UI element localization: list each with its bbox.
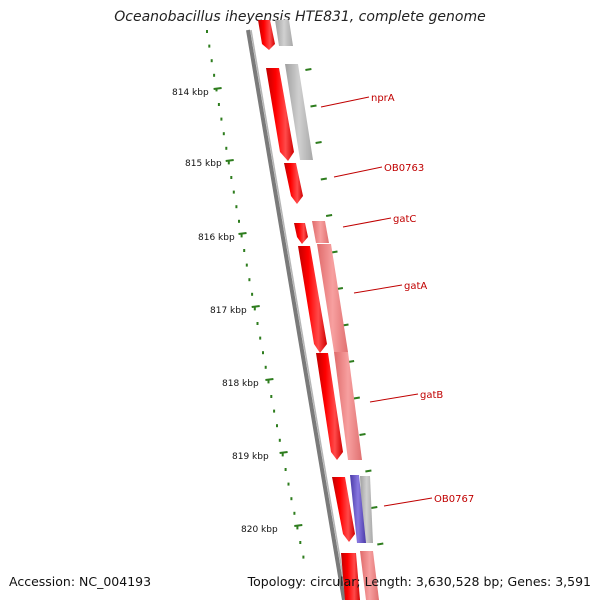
leader-ob0767 [383,497,433,507]
gene-label-npra: nprA [371,93,395,104]
ruler-minor-tick [210,59,213,63]
gene-label-ob0767: OB0767 [434,494,474,505]
ruler-minor-tick [251,292,254,296]
outer-ruler-tick [310,104,317,108]
genome-backbone-shade [250,29,348,600]
ruler-minor-tick [299,541,302,544]
ruler-major-tick [251,305,260,308]
gene-feature-red-1 [258,20,275,50]
ruler-major-tick [225,159,234,162]
gene-feature-red-gatb [316,353,343,460]
ruler-minor-tick [276,424,278,428]
ruler-minor-tick [222,132,225,136]
ruler-label-817: 817 kbp [210,306,247,316]
map-title: Oceanobacillus iheyensis HTE831, complet… [114,9,486,25]
gene-feature-gray-npra [285,64,313,160]
leader-gatc [342,217,392,228]
outer-ruler-tick [331,250,338,254]
gene-feature-pink-gatb [334,352,362,460]
ruler-minor-tick [227,161,230,165]
gene-feature-red-ob0763 [284,163,303,204]
outer-ruler-tick [315,141,322,144]
ruler-minor-tick [220,117,223,121]
ruler-minor-tick [206,30,208,33]
gene-feature-pink-gatc [312,221,329,243]
ruler-minor-tick [230,176,233,179]
ruler-minor-tick [217,103,220,106]
ruler-minor-tick [281,453,284,457]
ruler-label-820: 820 kbp [241,525,278,535]
outer-ruler-tick [359,433,366,436]
ruler-major-tick [279,451,288,454]
outer-ruler-tick [325,214,333,217]
gene-feature-red-gata [298,246,327,353]
ruler-minor-tick [267,380,270,384]
ruler-minor-tick [264,365,267,369]
ruler-minor-tick [278,438,281,442]
ruler-major-tick [265,378,274,381]
ruler-minor-tick [213,73,216,77]
ruler-minor-tick [270,395,273,398]
gene-label-gatc: gatC [393,214,416,225]
ruler-label-816: 816 kbp [198,233,235,243]
ruler-major-ticks [213,87,303,527]
ruler-minor-tick [302,555,305,559]
ruler-label-818: 818 kbp [222,379,259,389]
ruler-minor-tick [284,468,287,471]
ruler-minor-tick [273,409,276,413]
ruler-label-819: 819 kbp [232,452,269,462]
ruler-minor-tick [290,497,293,501]
ruler-minor-tick [253,307,256,311]
gene-label-ob0763: OB0763 [384,163,424,174]
ruler-minor-tick [208,44,211,48]
ruler-minor-tick [245,263,248,267]
ruler-minor-tick [235,205,238,209]
topology-text: Topology: circular; Length: 3,630,528 bp… [247,574,591,589]
gene-feature-red-bottom [341,553,360,600]
ruler-minor-tick [248,278,251,282]
ruler-minor-tick [262,351,264,355]
leader-npra [320,96,370,108]
ruler-minor-tick [238,219,240,223]
ruler-major-tick [213,87,222,90]
accession-text: Accession: NC_004193 [9,574,152,589]
outer-ruler-tick [365,469,372,473]
ruler-minor-ticks [206,30,305,559]
ruler-minor-tick [296,526,299,530]
ruler-label-814: 814 kbp [172,88,209,98]
gene-feature-pink-bottom [360,551,379,600]
ruler-label-815: 815 kbp [185,159,222,169]
gene-label-gata: gatA [404,281,427,292]
leader-gatb [369,393,419,403]
outer-ruler-tick [377,542,384,546]
genome-backbone [246,29,346,600]
gene-feature-pink-gata [317,244,348,352]
outer-ruler-tick [371,506,378,509]
outer-ruler-tick [320,177,327,181]
outer-ruler-tick [353,396,360,400]
outer-ruler-tick [305,68,312,71]
gene-label-gatb: gatB [420,390,443,401]
ruler-minor-tick [293,511,296,515]
ruler-minor-tick [259,336,262,340]
leader-ob0763 [333,166,383,178]
ruler-minor-tick [225,146,228,150]
gene-feature-red-npra [266,68,294,161]
ruler-minor-tick [215,88,218,92]
ruler-major-tick [238,232,247,235]
ruler-minor-tick [287,482,290,486]
outer-ruler-ticks [305,68,384,546]
gene-feature-gray-1 [275,20,293,46]
leader-gata [353,284,403,294]
gene-feature-blue-ob0767 [350,475,366,543]
ruler-major-tick [294,524,303,527]
gene-feature-red-ob0767 [332,477,355,542]
ruler-minor-tick [240,234,243,238]
ruler-minor-tick [232,190,235,194]
ruler-minor-tick [256,322,259,325]
gene-feature-red-gatc [294,223,308,244]
ruler-minor-tick [243,249,246,252]
